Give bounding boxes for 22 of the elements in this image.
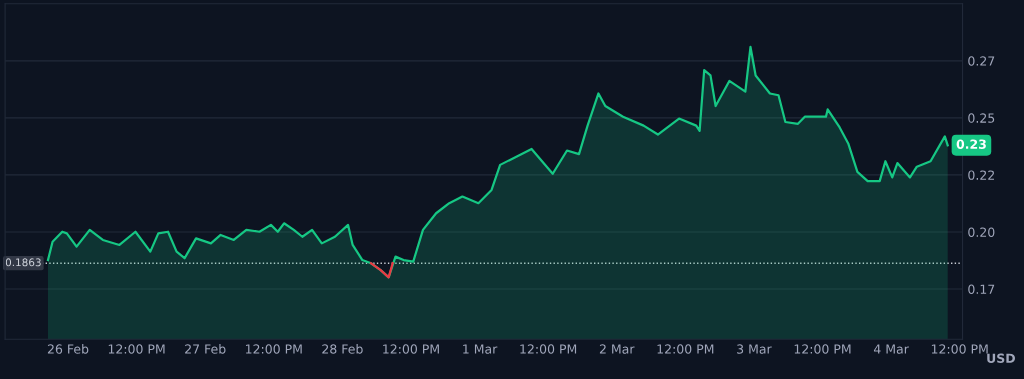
x-tick-label: 3 Mar [737,344,772,354]
y-axis-title: USD [987,353,1015,363]
ref-line-label: 0.1863 [5,258,41,267]
x-tick-label: 12:00 PM [108,344,165,354]
x-tick-label: 1 Mar [463,344,498,354]
x-tick-label: 12:00 PM [931,344,988,354]
y-tick-label: 0.17 [968,284,995,294]
x-tick-label: 12:00 PM [245,344,302,354]
x-tick-label: 26 Feb [47,344,89,354]
y-tick-label: 0.25 [968,113,995,123]
y-tick-label: 0.22 [968,170,994,180]
x-tick-label: 4 Mar [873,344,909,354]
x-tick-label: 27 Feb [185,344,226,354]
x-tick-label: 28 Feb [322,344,363,354]
annotation: 0.23 [956,139,986,149]
y-tick-label: 0.20 [968,227,995,237]
x-tick-label: 2 Mar [599,344,635,354]
x-tick-label: 12:00 PM [383,344,439,354]
y-tick-label: 0.27 [968,56,995,66]
x-tick-label: 12:00 PM [520,344,577,354]
x-tick-label: 12:00 PM [794,344,851,354]
x-tick-label: 12:00 PM [657,344,714,354]
